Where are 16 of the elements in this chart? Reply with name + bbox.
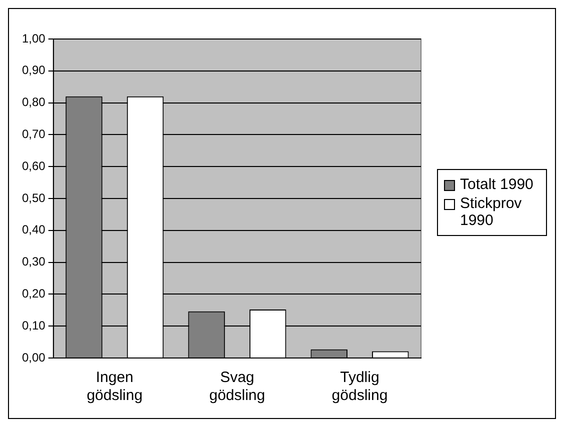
y-tick-label: 0,70 (22, 127, 46, 142)
legend-label: Totalt 1990 (460, 176, 534, 193)
y-tick-label: 0,80 (22, 95, 46, 110)
y-tick-label: 0,50 (22, 190, 46, 205)
y-tick-label: 0,10 (22, 318, 46, 332)
x-tick-label: Ingen gödsling (86, 369, 143, 404)
x-tick-label: Svag gödsling (209, 369, 266, 404)
x-tick-label: Tydlig gödsling (332, 369, 388, 404)
y-tick-label: 0,40 (22, 222, 46, 237)
y-tick-label: 0,30 (22, 254, 46, 269)
y-tick-label: 0,00 (22, 350, 46, 364)
y-tick-label: 1,00 (22, 31, 46, 46)
y-tick-label: 0,90 (22, 63, 46, 78)
y-tick-label: 0,20 (22, 286, 46, 301)
legend-label: Stickprov 1990 (460, 195, 523, 229)
y-tick-label: 0,60 (22, 158, 46, 173)
